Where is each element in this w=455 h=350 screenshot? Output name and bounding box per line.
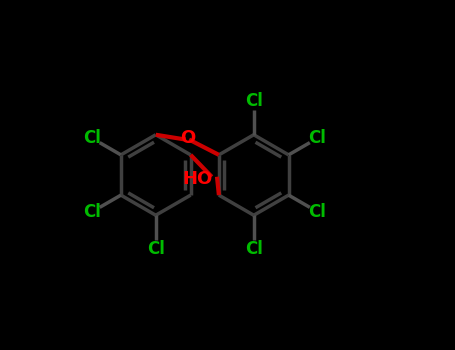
Text: Cl: Cl — [83, 129, 101, 147]
Text: Cl: Cl — [245, 92, 263, 111]
Text: Cl: Cl — [83, 203, 101, 221]
Text: O: O — [180, 129, 195, 147]
Text: Cl: Cl — [308, 203, 326, 221]
Text: Cl: Cl — [245, 239, 263, 258]
Text: Cl: Cl — [308, 129, 326, 147]
Text: HO: HO — [182, 169, 213, 188]
Text: Cl: Cl — [147, 239, 165, 258]
